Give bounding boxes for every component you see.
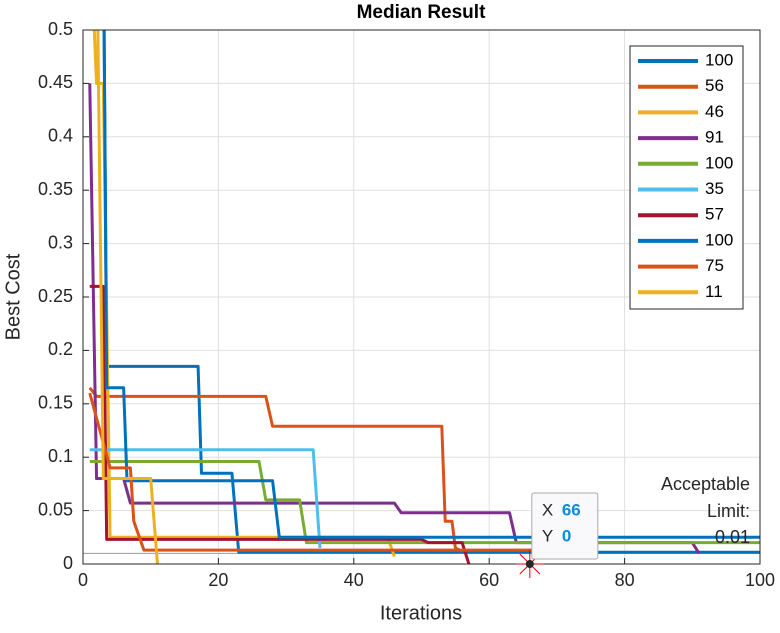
datatip-y-label: Y [542, 526, 553, 545]
series-line [102, 30, 760, 539]
y-tick-label: 0.5 [48, 19, 73, 39]
series-line [89, 448, 322, 549]
x-tick-label: 100 [745, 570, 775, 590]
y-tick-label: 0 [63, 553, 73, 573]
series-line [89, 459, 760, 545]
series-line [89, 284, 471, 564]
x-tick-label: 20 [208, 570, 228, 590]
x-tick-label: 60 [479, 570, 499, 590]
y-tick-label: 0.35 [38, 179, 73, 199]
legend-label: 11 [705, 282, 723, 301]
legend-label: 91 [705, 128, 724, 147]
datatip-box [531, 492, 599, 560]
y-tick-label: 0.15 [38, 393, 73, 413]
datatip-marker [525, 560, 534, 568]
y-tick-label: 0.1 [48, 446, 73, 466]
legend-label: 56 [705, 76, 724, 95]
y-tick-label: 0.2 [48, 339, 73, 359]
x-tick-label: 0 [78, 570, 88, 590]
y-tick-label: 0.4 [48, 126, 73, 146]
x-tick-label: 80 [615, 570, 635, 590]
x-tick-label: 40 [344, 570, 364, 590]
y-tick-label: 0.25 [38, 286, 73, 306]
series-line [88, 386, 463, 553]
y-tick-label: 0.45 [38, 72, 73, 92]
chart-title: Median Result [357, 2, 486, 23]
legend-label: 46 [705, 102, 724, 121]
series-line [96, 30, 159, 564]
y-tick-label: 0.3 [48, 232, 73, 252]
legend-label: 100 [705, 153, 733, 172]
datatip-x-value: 66 [562, 500, 581, 519]
limit-label: Acceptable [661, 474, 750, 494]
legend-label: 35 [705, 179, 724, 198]
legend-label: 75 [705, 256, 724, 275]
x-axis-label: Iterations [380, 602, 462, 624]
limit-label: Limit: [707, 501, 750, 521]
y-tick-label: 0.05 [38, 499, 73, 519]
legend-label: 100 [705, 230, 733, 249]
series-line [88, 392, 591, 552]
datatip-x-label: X [542, 500, 553, 519]
y-axis-label: Best Cost [2, 253, 24, 340]
legend-label: 57 [705, 205, 724, 224]
legend-label: 100 [705, 50, 733, 69]
limit-value: 0.01 [715, 527, 750, 547]
datatip-y-value: 0 [562, 526, 571, 545]
